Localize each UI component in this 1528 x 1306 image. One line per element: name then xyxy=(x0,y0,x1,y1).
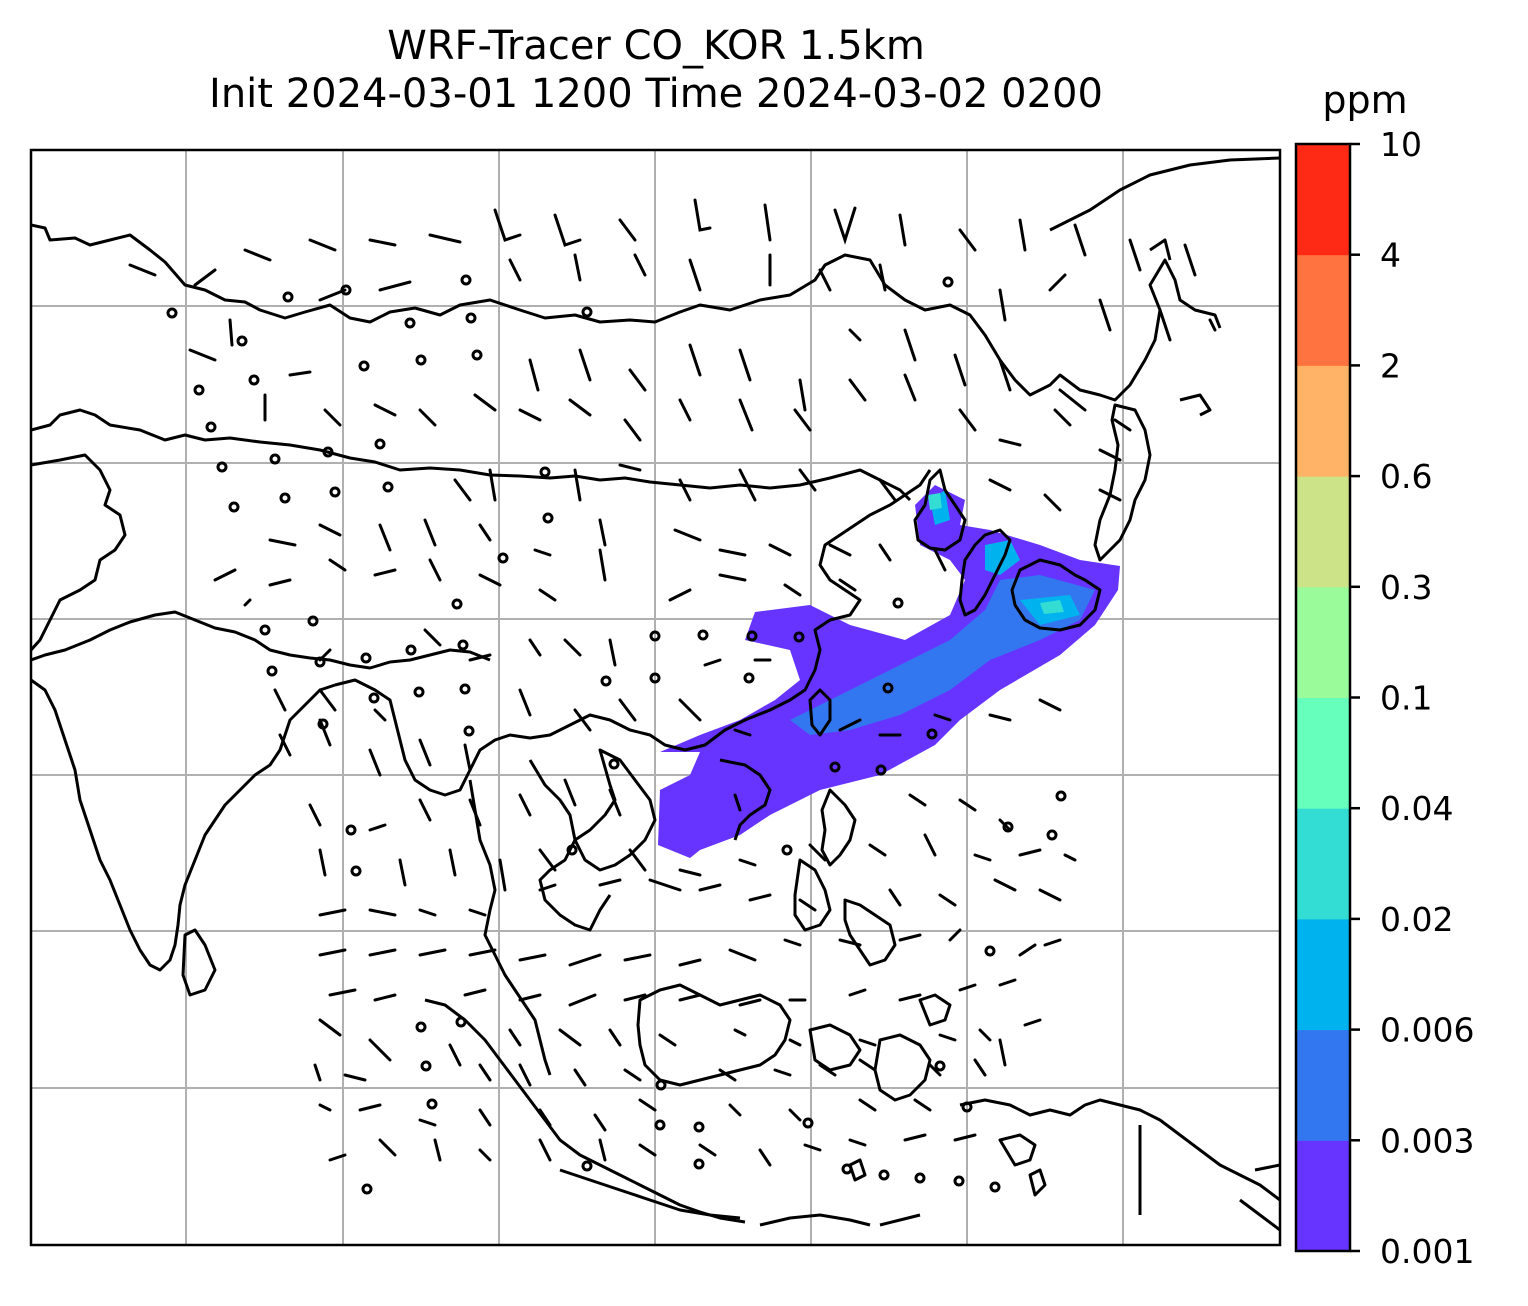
map-frame xyxy=(29,148,1282,1247)
map-gridlines xyxy=(31,150,1280,1245)
colorbar-tick-label: 0.006 xyxy=(1380,1011,1474,1050)
colorbar-units-label: ppm xyxy=(1322,78,1408,122)
colorbar-segment xyxy=(1296,808,1350,920)
colorbar-segment xyxy=(1296,476,1350,588)
colorbar-tick-label: 0.001 xyxy=(1380,1232,1474,1271)
map-title: WRF-Tracer CO_KOR 1.5km Init 2024-03-01 … xyxy=(30,22,1282,118)
title-line-1: WRF-Tracer CO_KOR 1.5km xyxy=(387,23,925,69)
colorbar-tick-label: 0.1 xyxy=(1380,679,1432,718)
title-line-2: Init 2024-03-01 1200 Time 2024-03-02 020… xyxy=(209,71,1103,117)
colorbar: 0.001 0.003 0.006 0.02 0.04 0.1 0.3 0.6 2 4 10 xyxy=(1294,125,1474,1271)
wind-barbs xyxy=(128,198,1217,1167)
colorbar-tick-label: 4 xyxy=(1380,236,1401,275)
colorbar-segment xyxy=(1296,365,1350,477)
colorbar-tick-label: 0.04 xyxy=(1380,789,1453,828)
colorbar-tick-label: 0.02 xyxy=(1380,900,1453,939)
plume-layer-0003 xyxy=(790,575,1095,735)
calm-wind-markers xyxy=(166,274,1067,1195)
colorbar-segment xyxy=(1296,586,1350,698)
colorbar-segment xyxy=(1296,254,1350,366)
colorbar-tick-label: 0.3 xyxy=(1380,568,1432,607)
coastlines xyxy=(31,156,1280,1232)
co-tracer-plume xyxy=(658,485,1120,858)
colorbar-segment xyxy=(1296,697,1350,809)
colorbar-tick-label: 0.6 xyxy=(1380,457,1432,496)
colorbar-tick-label: 0.003 xyxy=(1380,1121,1474,1160)
colorbar-segment xyxy=(1296,1140,1350,1252)
colorbar-tick-label: 2 xyxy=(1380,346,1401,385)
plume-layer-002 xyxy=(928,493,1064,614)
colorbar-segment xyxy=(1296,918,1350,1031)
colorbar-segment xyxy=(1296,1029,1350,1141)
colorbar-tick-label: 10 xyxy=(1380,125,1422,164)
colorbar-segment xyxy=(1296,144,1350,256)
